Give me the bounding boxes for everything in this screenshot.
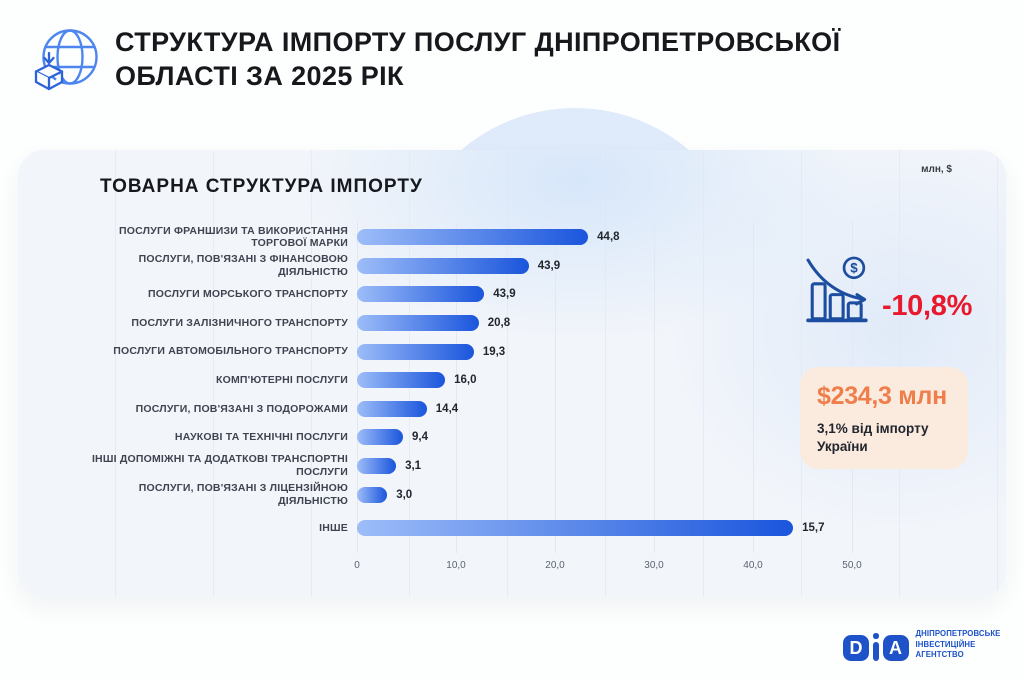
- bar: [357, 400, 427, 417]
- chart-row: ПОСЛУГИ АВТОМОБІЛЬНОГО ТРАНСПОРТУ 19,3: [86, 337, 946, 366]
- x-axis: 0 10,0 20,0 30,0 40,0 50,0: [354, 560, 862, 574]
- bar-value-label: 20,8: [487, 317, 511, 330]
- bar: [357, 458, 397, 475]
- bar-value-label: 19,3: [482, 345, 506, 358]
- chart-panel: ТОВАРНА СТРУКТУРА ІМПОРТУ млн, $ ПОСЛУГИ…: [18, 150, 1006, 597]
- bar-track: 44,8: [357, 223, 917, 252]
- bar-value-label: 14,4: [435, 402, 459, 415]
- category-label: НАУКОВІ ТА ТЕХНІЧНІ ПОСЛУГИ: [174, 431, 348, 444]
- category-label: ПОСЛУГИ, ПОВ'ЯЗАНІ З ПОДОРОЖАМИ: [135, 402, 348, 415]
- x-axis-tick-label: 0: [354, 560, 360, 571]
- category-label: ПОСЛУГИ МОРСЬКОГО ТРАНСПОРТУ: [148, 288, 348, 301]
- x-axis-tick-label: 30,0: [644, 560, 664, 571]
- category-label: ПОСЛУГИ ФРАНШИЗИ ТА ВИКОРИСТАННЯ ТОРГОВО…: [119, 224, 348, 250]
- category-label: ПОСЛУГИ АВТОМОБІЛЬНОГО ТРАНСПОРТУ: [113, 345, 348, 358]
- globe-import-icon: [34, 26, 100, 101]
- category-label: ІНШІ ДОПОМІЖНІ ТА ДОДАТКОВІ ТРАНСПОРТНІ …: [91, 453, 348, 479]
- bar: [357, 520, 794, 537]
- header: СТРУКТУРА ІМПОРТУ ПОСЛУГ ДНІПРОПЕТРОВСЬК…: [34, 26, 840, 101]
- bar: [357, 257, 529, 274]
- bar-value-label: 44,8: [597, 231, 620, 244]
- bar: [357, 343, 474, 360]
- bar-value-label: 16,0: [454, 374, 477, 387]
- bar-value-label: 9,4: [412, 431, 429, 444]
- bar-track: 3,0: [357, 480, 917, 509]
- bar-value-label: 43,9: [537, 259, 561, 272]
- page-title: СТРУКТУРА ІМПОРТУ ПОСЛУГ ДНІПРОПЕТРОВСЬК…: [115, 26, 840, 94]
- page-title-line1: СТРУКТУРА ІМПОРТУ ПОСЛУГ ДНІПРОПЕТРОВСЬК…: [115, 27, 841, 57]
- category-label: ПОСЛУГИ, ПОВ'ЯЗАНІ З ЛІЦЕНЗІЙНОЮ ДІЯЛЬНІ…: [138, 482, 348, 507]
- bar-value-label: 3,0: [396, 488, 413, 501]
- bar: [357, 286, 485, 303]
- x-axis-tick-label: 20,0: [545, 560, 565, 571]
- chart-title: ТОВАРНА СТРУКТУРА ІМПОРТУ: [100, 176, 423, 197]
- chart-row: ПОСЛУГИ ФРАНШИЗИ ТА ВИКОРИСТАННЯ ТОРГОВО…: [86, 223, 946, 252]
- chart-row: ПОСЛУГИ, ПОВ'ЯЗАНІ З ЛІЦЕНЗІЙНОЮ ДІЯЛЬНІ…: [86, 480, 946, 509]
- x-axis-tick-label: 40,0: [743, 560, 763, 571]
- card-subtext: 3,1% від імпорту України: [817, 421, 929, 455]
- category-label: ІНШЕ: [319, 521, 348, 534]
- agency-name-line1: ДНІПРОПЕТРОВСЬКЕ: [915, 629, 1001, 639]
- bar: [357, 372, 446, 389]
- svg-text:$: $: [850, 261, 858, 276]
- bar: [357, 486, 388, 503]
- declining-bars-dollar-icon: $: [805, 256, 873, 329]
- bar-value-label: 15,7: [802, 522, 825, 535]
- page-title-line2: ОБЛАСТІ ЗА 2025 РІК: [115, 60, 404, 91]
- import-total-card: $234,3 млн 3,1% від імпорту України: [800, 367, 968, 470]
- bar: [357, 229, 589, 246]
- bar-track: 19,3: [357, 337, 917, 366]
- footer-brand: D A ДНІПРОПЕТРОВСЬКЕ ІНВЕСТИЦІЙНЕ АГЕНТС…: [843, 629, 1024, 661]
- x-axis-tick-label: 10,0: [446, 560, 466, 571]
- dia-logo: D A: [843, 629, 909, 661]
- x-axis-tick-label: 50,0: [842, 560, 862, 571]
- card-value: $234,3 млн: [817, 382, 947, 410]
- units-label: млн, $: [921, 164, 952, 175]
- dia-logo-letter-i: [873, 629, 879, 661]
- bar-value-label: 43,9: [493, 288, 516, 301]
- agency-name-line2: ІНВЕСТИЦІЙНЕ АГЕНТСТВО: [915, 639, 976, 660]
- category-label: ПОСЛУГИ, ПОВ'ЯЗАНІ З ФІНАНСОВОЮ ДІЯЛЬНІС…: [138, 253, 348, 278]
- bar: [357, 315, 479, 332]
- bar: [357, 429, 404, 446]
- bar-value-label: 3,1: [405, 460, 422, 473]
- bar-track: 15,7: [357, 514, 917, 543]
- percent-change-value: -10,8%: [882, 290, 973, 322]
- dia-logo-letter-a: A: [882, 635, 909, 661]
- chart-row: ІНШЕ 15,7: [86, 514, 946, 543]
- category-label: ПОСЛУГИ ЗАЛІЗНИЧНОГО ТРАНСПОРТУ: [131, 316, 348, 329]
- agency-name: ДНІПРОПЕТРОВСЬКЕ ІНВЕСТИЦІЙНЕ АГЕНТСТВО: [916, 629, 1024, 661]
- category-label: КОМП'ЮТЕРНІ ПОСЛУГИ: [215, 373, 348, 386]
- dia-logo-letter-d: D: [843, 635, 869, 661]
